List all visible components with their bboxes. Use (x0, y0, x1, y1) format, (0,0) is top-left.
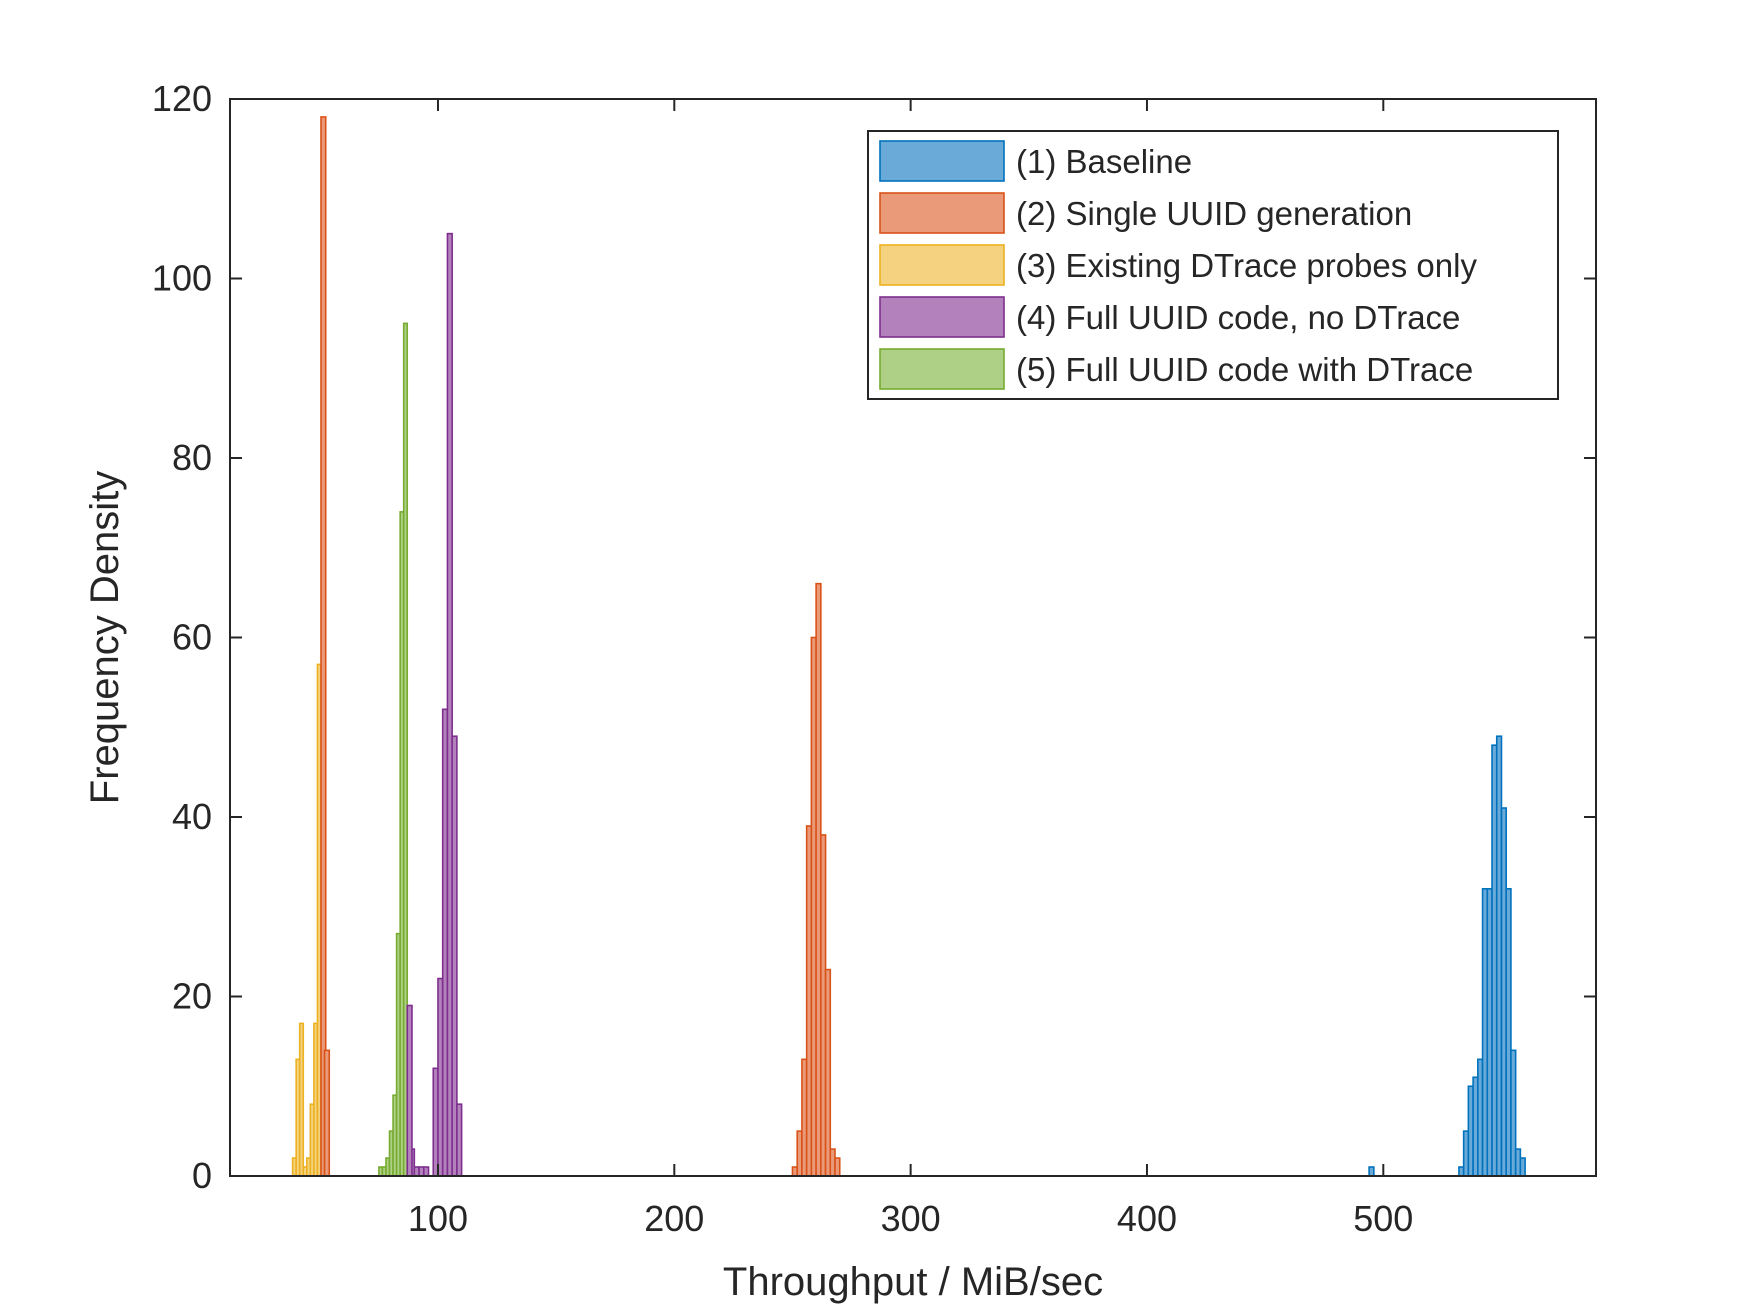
legend-swatch (879, 244, 1005, 286)
y-tick-label: 100 (152, 258, 212, 299)
x-tick-label: 400 (1117, 1198, 1177, 1239)
legend-label: (1) Baseline (1016, 143, 1192, 180)
x-tick-label: 200 (644, 1198, 704, 1239)
legend: (1) Baseline (2) Single UUID generation (3… (867, 130, 1559, 400)
histogram-bar-series-3 (298, 1022, 305, 1177)
legend-label: (2) Single UUID generation (1016, 195, 1412, 232)
y-tick-label: 80 (172, 437, 212, 478)
legend-label: (5) Full UUID code with DTrace (1016, 351, 1473, 388)
axes: 100 200 300 400 500 0 20 40 60 80 100 120 (152, 78, 1597, 1239)
y-tick-label: 120 (152, 78, 212, 119)
histogram-bar-series-2 (320, 116, 327, 1177)
legend-swatch (879, 140, 1005, 182)
y-axis-title: Frequency Density (83, 471, 127, 804)
legend-label: (3) Existing DTrace probes only (1016, 247, 1477, 284)
x-axis-title: Throughput / MiB/sec (723, 1260, 1103, 1304)
legend-label: (4) Full UUID code, no DTrace (1016, 299, 1460, 336)
histogram-bar-series-4 (406, 1004, 413, 1177)
histogram-bar-series-2 (323, 1049, 331, 1177)
x-tick-label: 100 (408, 1198, 468, 1239)
legend-swatch (879, 348, 1005, 390)
histogram-bar-series-4 (422, 1166, 430, 1177)
histogram-bar-series-1 (1368, 1166, 1375, 1177)
histogram-bar-series-4 (456, 1103, 463, 1177)
y-tick-label: 40 (172, 796, 212, 837)
y-tick-label: 20 (172, 976, 212, 1017)
histogram-bar-series-2 (834, 1157, 841, 1177)
x-tick-label: 500 (1353, 1198, 1413, 1239)
legend-swatch (879, 192, 1005, 234)
histogram-bar-series-2 (824, 968, 832, 1177)
legend-swatch (879, 296, 1005, 338)
y-tick-label: 60 (172, 617, 212, 658)
x-tick-label: 300 (881, 1198, 941, 1239)
y-tick-label: 0 (192, 1155, 212, 1196)
histogram-bar-series-1 (1519, 1157, 1526, 1177)
histogram-bars (291, 116, 1526, 1177)
